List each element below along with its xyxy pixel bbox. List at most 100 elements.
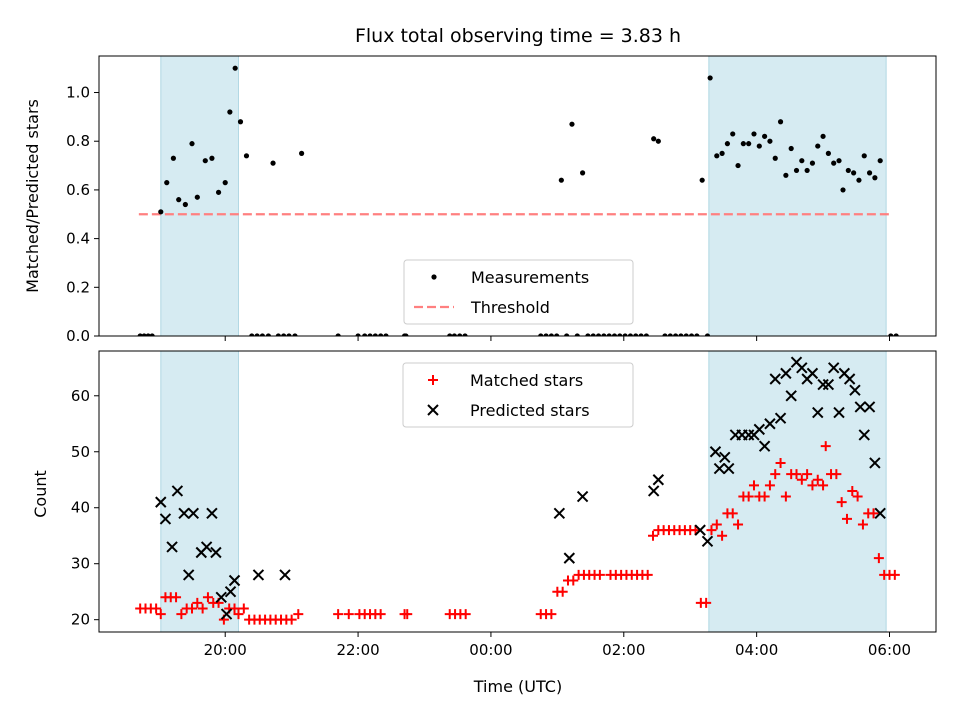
measurement-point xyxy=(714,153,720,159)
matched-star-point xyxy=(155,609,166,620)
predicted-star-point xyxy=(220,608,233,620)
predicted-star-point xyxy=(171,485,184,497)
matched-star-point xyxy=(568,575,579,586)
top-y-tick-label: 0.8 xyxy=(66,132,90,150)
measurement-point xyxy=(362,333,368,336)
bottom-points-group xyxy=(135,356,900,625)
measurement-point xyxy=(215,189,222,195)
measurement-point xyxy=(383,333,389,336)
measurement-point xyxy=(735,162,741,169)
measurement-point xyxy=(265,333,271,336)
measurement-point xyxy=(617,333,623,336)
predicted-star-point xyxy=(869,457,881,469)
matched-star-point xyxy=(743,491,754,502)
measurement-point xyxy=(194,194,200,200)
matched-star-point xyxy=(791,469,802,480)
measurement-point xyxy=(149,333,155,336)
bottom-y-tick-label: 30 xyxy=(71,555,90,573)
legend-measurements-marker xyxy=(431,274,437,280)
measurement-point xyxy=(694,333,700,336)
legend-predicted-label: Predicted stars xyxy=(470,401,590,420)
measurement-point xyxy=(740,141,746,147)
x-tick-label: 22:00 xyxy=(336,641,379,659)
x-tick-label: 20:00 xyxy=(204,641,247,659)
measurement-point xyxy=(580,170,586,176)
matched-star-point xyxy=(812,474,823,485)
predicted-star-point xyxy=(769,373,781,385)
measurement-point xyxy=(767,138,773,144)
measurement-point xyxy=(275,333,281,336)
bottom-legend: Matched stars Predicted stars xyxy=(402,362,634,428)
measurement-point xyxy=(158,209,164,215)
matched-star-point xyxy=(229,603,240,614)
predicted-star-point xyxy=(206,507,218,520)
matched-star-point xyxy=(202,592,213,603)
measurement-point xyxy=(574,333,580,336)
matched-star-point xyxy=(176,609,187,620)
measurement-point xyxy=(643,333,649,336)
measurement-point xyxy=(638,333,644,336)
measurement-point xyxy=(893,333,899,336)
measurement-point xyxy=(182,201,188,208)
matched-star-point xyxy=(770,469,781,480)
measurement-point xyxy=(538,333,544,336)
predicted-star-point xyxy=(200,541,213,553)
bottom-panel: 20 30 40 50 60 20:00 22:00 00:00 02:00 04:00 06:00… xyxy=(71,350,937,659)
measurement-point xyxy=(569,121,575,127)
measurement-point xyxy=(840,187,846,193)
measurement-point xyxy=(141,333,147,336)
measurement-point xyxy=(815,143,821,149)
matched-star-point xyxy=(852,491,863,502)
measurement-point xyxy=(633,333,639,336)
chart-title: Flux total observing time = 3.83 h xyxy=(355,25,681,47)
measurement-point xyxy=(367,333,373,336)
predicted-star-point xyxy=(210,546,222,559)
measurement-point xyxy=(237,119,244,125)
matched-star-point xyxy=(343,609,354,620)
matched-star-point xyxy=(775,457,786,468)
matched-star-point xyxy=(780,491,791,502)
predicted-star-point xyxy=(576,490,589,503)
measurement-point xyxy=(683,333,689,336)
measurement-point xyxy=(673,333,679,336)
measurement-point xyxy=(611,333,618,336)
measurement-point xyxy=(845,167,851,174)
measurement-point xyxy=(793,167,800,174)
matched-star-point xyxy=(187,603,197,614)
predicted-star-point xyxy=(228,574,241,587)
measurement-point xyxy=(292,333,298,336)
measurement-point xyxy=(724,141,731,147)
predicted-star-point xyxy=(764,418,776,430)
measurement-point xyxy=(622,333,628,336)
predicted-star-point xyxy=(858,429,870,441)
measurement-point xyxy=(299,150,305,156)
predicted-star-point xyxy=(812,406,824,419)
legend-matched-marker xyxy=(428,375,438,385)
predicted-star-point xyxy=(833,406,845,419)
measurement-point xyxy=(688,333,695,336)
measurement-point xyxy=(270,160,276,166)
x-tick-label: 04:00 xyxy=(735,641,778,659)
measurement-point xyxy=(601,333,607,336)
measurement-point xyxy=(164,180,170,186)
predicted-star-point xyxy=(822,378,835,391)
measurement-point xyxy=(651,136,657,142)
matched-star-point xyxy=(796,474,807,485)
matched-star-point xyxy=(375,609,386,620)
measurement-point xyxy=(788,145,794,152)
matched-star-point xyxy=(748,480,759,491)
matched-star-point xyxy=(701,597,712,608)
predicted-star-point xyxy=(774,412,787,424)
measurement-point xyxy=(655,138,661,144)
measurement-point xyxy=(751,131,757,137)
legend-predicted-marker xyxy=(427,404,439,416)
measurement-point xyxy=(888,333,894,336)
measurement-point xyxy=(866,170,873,176)
measurement-point xyxy=(627,333,634,336)
bottom-shaded-span xyxy=(160,350,239,633)
measurement-point xyxy=(222,180,228,186)
matched-star-point xyxy=(733,519,744,530)
measurement-point xyxy=(554,333,560,336)
top-shaded-span xyxy=(708,55,887,337)
